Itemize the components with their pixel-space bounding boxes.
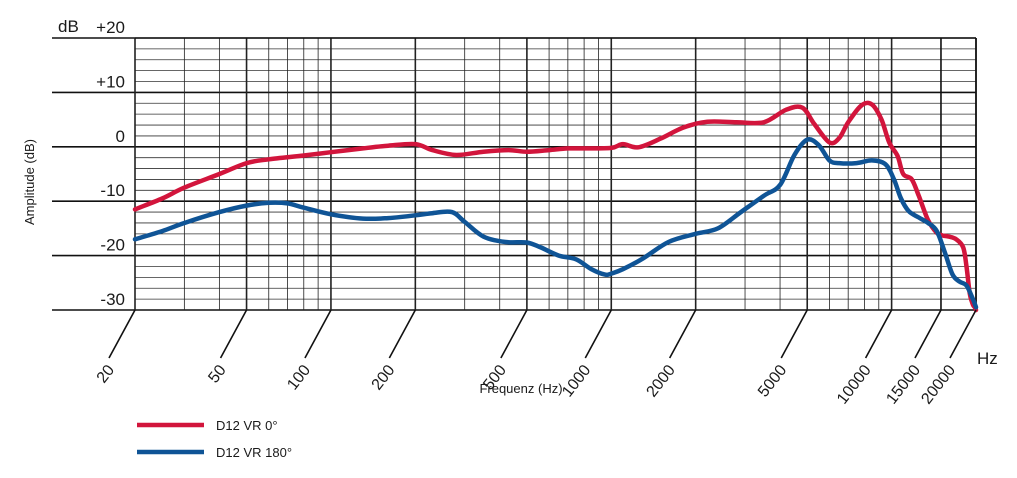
x-tick-mark xyxy=(304,309,332,359)
y-tick-label: +20 xyxy=(96,18,125,37)
grid xyxy=(52,37,977,311)
x-tick-label: 15000 xyxy=(883,362,924,408)
y-unit-label: dB xyxy=(58,17,79,36)
y-tick-label: -20 xyxy=(100,236,125,255)
x-tick-label: 200 xyxy=(369,362,399,394)
legend: D12 VR 0° D12 VR 180° xyxy=(137,418,292,460)
x-tick-mark xyxy=(914,309,942,359)
x-tick-mark xyxy=(219,309,248,359)
x-tick-label: 20000 xyxy=(918,362,959,408)
x-unit-label: Hz xyxy=(977,349,998,368)
x-tick-mark xyxy=(108,309,136,359)
x-tick-mark xyxy=(780,309,808,359)
x-tick-label: 50 xyxy=(205,362,229,387)
x-tick-label: 20 xyxy=(94,362,118,387)
x-tick-mark xyxy=(668,309,697,359)
y-tick-label: +10 xyxy=(96,72,125,91)
x-tick-mark xyxy=(500,309,528,359)
series-lines xyxy=(132,100,979,313)
y-tick-label: -30 xyxy=(100,290,125,309)
x-tick-label: 1000 xyxy=(559,362,594,401)
y-tick-label: 0 xyxy=(116,127,125,146)
x-tick-mark xyxy=(388,309,417,359)
x-tick-label: 100 xyxy=(284,362,314,394)
series-line-0 xyxy=(132,100,979,313)
x-tick-mark xyxy=(864,309,893,359)
x-tick-mark xyxy=(584,309,612,359)
y-axis-title: Amplitude (dB) xyxy=(22,139,37,225)
legend-label-0: D12 VR 0° xyxy=(216,418,278,433)
x-tick-mark xyxy=(949,309,977,359)
x-axis-title: Frequenz (Hz) xyxy=(479,381,562,396)
legend-label-1: D12 VR 180° xyxy=(216,445,292,460)
y-tick-label: -10 xyxy=(100,181,125,200)
x-tick-label: 2000 xyxy=(644,362,679,401)
x-tick-label: 5000 xyxy=(755,362,790,401)
x-tick-label: 10000 xyxy=(834,362,875,408)
series-line-1 xyxy=(132,137,979,310)
